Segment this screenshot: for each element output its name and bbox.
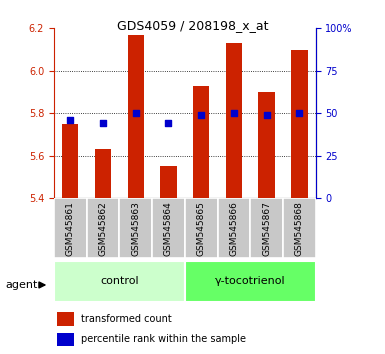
Bar (291, 50, 308, 198)
Bar (226, 43, 242, 198)
Bar (193, 86, 209, 198)
Point (231, 110, 237, 116)
Bar (54, 261, 185, 302)
Text: GSM545867: GSM545867 (262, 201, 271, 256)
Bar (160, 166, 177, 198)
Text: GSM545864: GSM545864 (164, 201, 173, 256)
Bar (185, 198, 218, 258)
Point (166, 121, 172, 126)
Text: GSM545863: GSM545863 (131, 201, 140, 256)
Text: control: control (100, 276, 139, 286)
Text: percentile rank within the sample: percentile rank within the sample (81, 335, 246, 344)
Bar (57, 312, 74, 326)
Bar (185, 261, 316, 302)
Bar (218, 198, 250, 258)
Text: GDS4059 / 208198_x_at: GDS4059 / 208198_x_at (117, 19, 268, 33)
Bar (54, 198, 87, 258)
Text: GSM545861: GSM545861 (66, 201, 75, 256)
Text: GSM545866: GSM545866 (229, 201, 238, 256)
Bar (127, 35, 144, 198)
Text: GSM545862: GSM545862 (99, 201, 107, 256)
Point (264, 112, 270, 118)
Bar (62, 124, 79, 198)
Bar (119, 198, 152, 258)
Bar (250, 198, 283, 258)
Bar (95, 149, 111, 198)
Text: agent: agent (6, 280, 38, 290)
Text: γ-tocotrienol: γ-tocotrienol (215, 276, 286, 286)
Point (100, 121, 106, 126)
Point (198, 112, 204, 118)
Bar (283, 198, 316, 258)
Text: GSM545868: GSM545868 (295, 201, 304, 256)
Bar (57, 333, 74, 346)
Bar (152, 198, 185, 258)
Text: transformed count: transformed count (81, 314, 171, 324)
Point (67, 117, 74, 123)
Point (296, 110, 303, 116)
Bar (87, 198, 119, 258)
Text: GSM545865: GSM545865 (197, 201, 206, 256)
Bar (258, 92, 275, 198)
Point (133, 110, 139, 116)
